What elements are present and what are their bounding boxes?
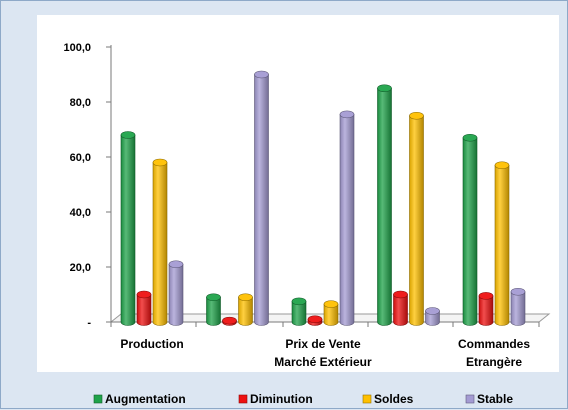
y-tick-label: 40,0 [70, 207, 91, 219]
legend-label: Diminution [250, 392, 313, 406]
y-tick-label: 80,0 [70, 97, 91, 109]
legend-swatch [465, 394, 475, 404]
legend: Augmentation Diminution Soldes Stable [93, 392, 513, 406]
legend-item-stable: Stable [465, 392, 513, 406]
legend-item-augmentation: Augmentation [93, 392, 186, 406]
bar-soldes-0 [152, 158, 168, 326]
bar-stable-4 [510, 287, 526, 326]
bar-stable-3 [425, 307, 440, 326]
bar-stable-2 [339, 110, 355, 326]
legend-label: Soldes [374, 392, 414, 406]
category-labels: Production Prix de Vente Marché Extérieur C… [120, 337, 530, 369]
bar-soldes-4 [494, 161, 510, 326]
bar-augmentation-2 [291, 297, 307, 326]
legend-swatch [93, 394, 103, 404]
bar-augmentation-3 [377, 84, 392, 326]
bar-soldes-3 [409, 111, 424, 326]
category-label: Prix de Vente Marché Extérieur [274, 337, 372, 369]
legend-item-soldes: Soldes [362, 392, 414, 406]
y-tick-label: 60,0 [70, 152, 91, 164]
bar-stable-0 [168, 260, 184, 326]
bar-augmentation-0 [120, 131, 136, 326]
bars [120, 70, 526, 326]
category-label: Production [120, 337, 183, 351]
bar-soldes-1 [238, 293, 253, 326]
legend-label: Stable [477, 392, 513, 406]
bar-stable-1 [254, 70, 269, 326]
y-tick-label: 100,0 [63, 42, 91, 54]
bar-augmentation-4 [462, 133, 478, 326]
bar-diminution-2 [307, 315, 323, 326]
y-tick-label: - [87, 317, 91, 329]
legend-swatch [238, 394, 248, 404]
legend-item-diminution: Diminution [238, 392, 313, 406]
legend-label: Augmentation [105, 392, 186, 406]
category-label: Commandes Etrangère [458, 337, 530, 369]
bar-soldes-2 [323, 300, 339, 326]
legend-swatch [362, 394, 372, 404]
bar-augmentation-1 [206, 293, 221, 326]
bar-diminution-1 [222, 316, 237, 326]
bar-diminution-0 [136, 290, 152, 326]
y-axis: - 20,0 40,0 60,0 80,0 100,0 [63, 42, 112, 329]
bar-diminution-3 [393, 290, 408, 326]
y-tick-label: 20,0 [70, 262, 91, 274]
bar-diminution-4 [478, 292, 494, 326]
